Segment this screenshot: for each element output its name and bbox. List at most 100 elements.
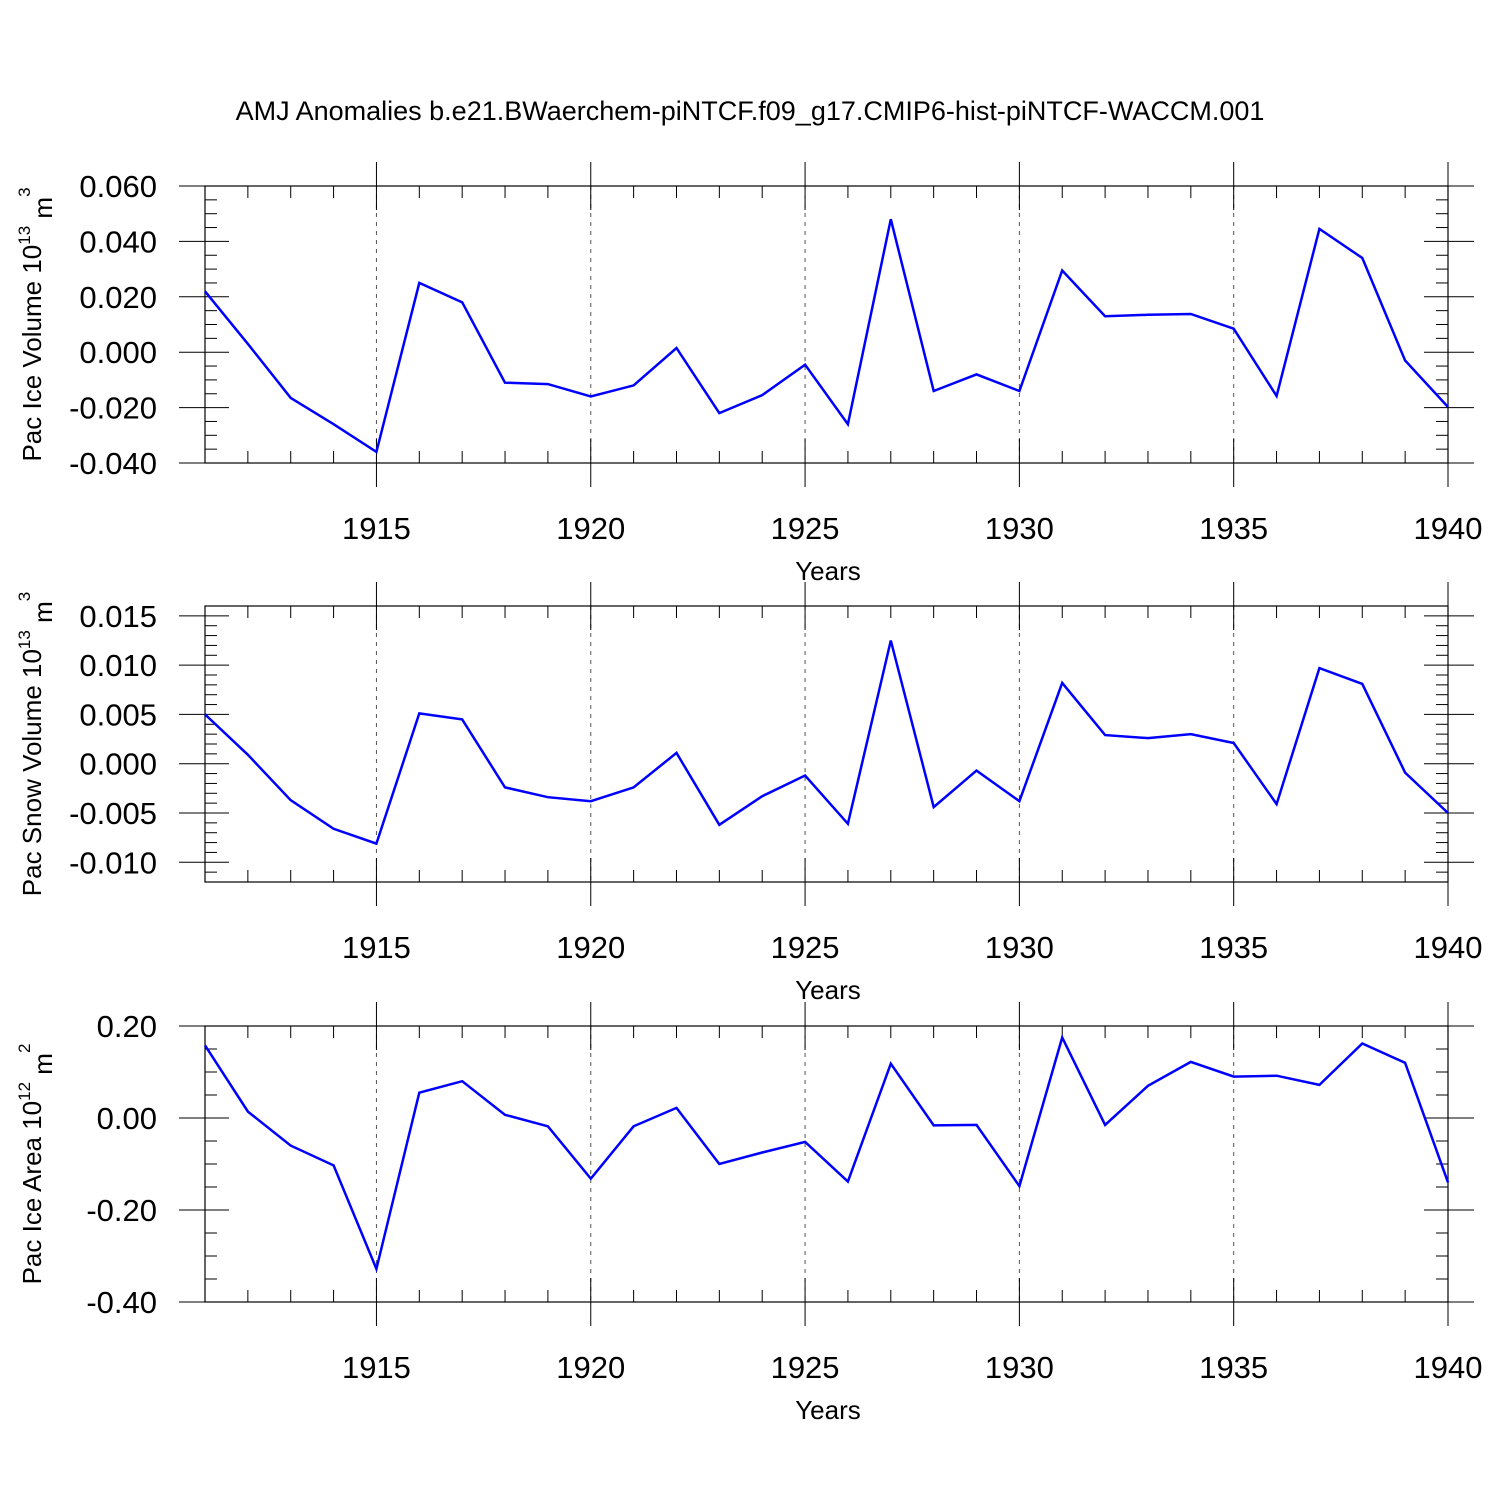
y-tick-label: -0.020 [69,391,157,426]
data-point [1275,395,1277,397]
data-point [332,423,334,425]
x-tick-label: 1925 [771,1350,840,1385]
data-point [718,824,720,826]
data-point [1018,800,1020,802]
y-tick-label: 0.20 [97,1009,157,1044]
x-tick-label: 1940 [1414,1350,1483,1385]
data-point [1404,771,1406,773]
data-point [247,754,249,756]
y-axis-label: Pac Ice Volume 1013 m3 [15,187,58,461]
data-point [590,395,592,397]
y-tick-label: 0.00 [97,1101,157,1136]
data-point [1190,733,1192,735]
x-tick-label: 1935 [1199,511,1268,546]
data-point [847,423,849,425]
data-point [932,806,934,808]
y-axis-label-part: 13 [15,630,34,649]
data-point [932,390,934,392]
y-tick-label: 0.015 [79,599,157,634]
data-point [547,796,549,798]
panel-snow-volume: -0.010 -0.005 0.000 0.005 0.010 0.015 1915 1920… [15,582,1482,1005]
plot-frame [204,605,1449,883]
data-point [1275,1074,1277,1076]
plot-frame [204,185,1449,464]
y-axis-label-part: Pac Ice Volume 10 [17,245,47,462]
data-point [290,1144,292,1146]
y-axis-label: Pac Ice Area 1012 m2 [15,1044,58,1285]
data-point [1232,1075,1234,1077]
data-point [1061,269,1063,271]
x-tick-label: 1940 [1414,511,1483,546]
y-tick-label: 0.010 [79,648,157,683]
data-point [1018,390,1020,392]
data-point [1061,1036,1063,1038]
data-point [290,799,292,801]
data-point [247,1110,249,1112]
data-point [1147,314,1149,316]
x-tick-label: 1940 [1414,930,1483,965]
y-axis-label-part: Pac Ice Area 10 [17,1101,47,1285]
data-point [1404,359,1406,361]
y-axis-label-part: 3 [15,187,34,196]
data-point [461,301,463,303]
data-point [804,363,806,365]
data-point [204,713,206,715]
data-point [632,384,634,386]
data-point [718,412,720,414]
data-point [204,290,206,292]
data-point [1147,1085,1149,1087]
data-point [504,786,506,788]
data-point [504,381,506,383]
y-tick-label: -0.20 [86,1193,157,1228]
y-tick-label: 0.000 [79,335,157,370]
y-axis-label-part: 3 [15,592,34,601]
y-tick-label: 0.000 [79,747,157,782]
data-point [890,218,892,220]
data-point [375,451,377,453]
data-point [1061,682,1063,684]
data-point [1104,734,1106,736]
y-tick-label: -0.010 [69,845,157,880]
data-point [375,1268,377,1270]
x-tick-label: 1930 [985,1350,1054,1385]
y-tick-label: 0.040 [79,224,157,259]
data-point [761,1151,763,1153]
data-point [975,769,977,771]
data-point [1147,737,1149,739]
panel-ice-area: -0.40 -0.20 0.00 0.20 1915 1920 1925 1930 1935 19… [15,1002,1482,1425]
series-line [203,1034,1450,1273]
plot-frame [204,1025,1449,1303]
y-tick-label: 0.060 [79,169,157,204]
data-point [1447,812,1449,814]
data-point [675,1107,677,1109]
data-point [1361,257,1363,259]
data-point [804,1141,806,1143]
data-point [1318,1084,1320,1086]
y-tick-label: -0.040 [69,446,157,481]
data-point [204,1044,206,1046]
data-point [1232,327,1234,329]
data-point [418,712,420,714]
x-tick-label: 1915 [342,1350,411,1385]
data-point [1447,1181,1449,1183]
x-tick-label: 1930 [985,930,1054,965]
data-point [761,795,763,797]
data-point [975,373,977,375]
data-point [890,639,892,641]
y-axis-label-part: 2 [15,1044,34,1053]
data-point [804,774,806,776]
data-point [375,842,377,844]
data-point [932,1124,934,1126]
x-axis-label: Years [795,975,861,1005]
x-tick-label: 1930 [985,511,1054,546]
series-line [204,218,1449,454]
data-point [461,1080,463,1082]
data-point [761,394,763,396]
data-point [632,786,634,788]
y-axis-label-part: m [28,601,58,630]
y-axis-label-part: m [28,1053,58,1082]
y-axis-label-part: 13 [15,226,34,245]
data-point [1104,315,1106,317]
data-point [1318,228,1320,230]
